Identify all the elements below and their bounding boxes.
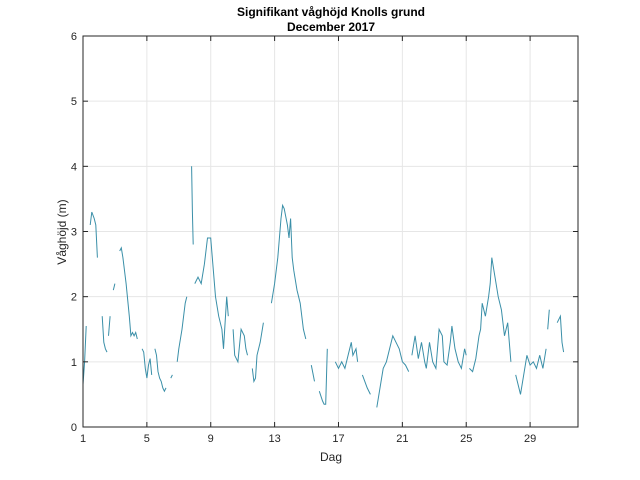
series-line-segment (251, 322, 264, 384)
y-tick-label: 0 (71, 422, 77, 434)
chart-title: Signifikant våghöjd Knolls grund (237, 5, 425, 19)
series-line-segment (141, 348, 153, 379)
series-line-segment (89, 211, 98, 258)
series-line-segment (119, 246, 138, 340)
series-line-segment (334, 342, 359, 370)
y-tick-label: 2 (71, 292, 77, 304)
x-tick-label: 25 (460, 433, 472, 445)
x-tick-label: 17 (332, 433, 344, 445)
y-tick-label: 6 (71, 31, 77, 43)
series-line-segment (176, 296, 188, 362)
x-tick-label: 9 (208, 433, 214, 445)
series-line-segment (556, 314, 565, 353)
series-line-segment (112, 283, 116, 291)
y-tick-label: 3 (71, 227, 77, 239)
series-line-segment (469, 257, 512, 373)
x-axis-label: Dag (320, 450, 342, 464)
series-line-segment (108, 316, 111, 336)
x-tick-label: 5 (144, 433, 150, 445)
y-tick-label: 5 (71, 96, 77, 108)
grid-lines (82, 35, 578, 428)
x-tick-label: 29 (524, 433, 536, 445)
series-line-segment (411, 325, 467, 371)
series-line-segment (232, 327, 248, 364)
series-line-segment (270, 203, 307, 340)
y-tick-label: 1 (71, 357, 77, 369)
x-tick-label: 1 (80, 433, 86, 445)
y-axis-label: Våghöjd (m) (55, 199, 69, 264)
series-line-segment (191, 166, 194, 245)
series-line-segment (154, 348, 167, 393)
chart-subtitle: December 2017 (287, 20, 375, 34)
series-line-segment (310, 365, 315, 382)
series-line-segment (547, 309, 550, 330)
y-tick-label: 4 (71, 161, 77, 173)
x-tick-label: 21 (396, 433, 408, 445)
series-line-segment (194, 237, 229, 349)
series-line-segment (376, 334, 410, 408)
series-line-segment (170, 374, 173, 379)
series-line-segment (318, 348, 328, 405)
series-line-segment (101, 316, 108, 353)
series-group (82, 166, 565, 408)
series-line-segment (515, 348, 547, 395)
series-line-segment (361, 374, 371, 395)
x-tick-label: 13 (268, 433, 280, 445)
